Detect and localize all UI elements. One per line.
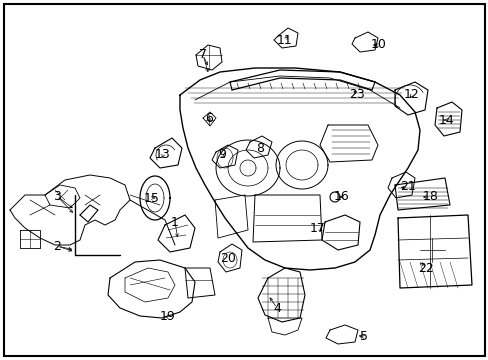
Text: 4: 4 [272, 302, 281, 315]
Text: 5: 5 [359, 330, 367, 343]
Text: 6: 6 [204, 112, 212, 125]
Text: 17: 17 [309, 221, 325, 234]
Text: 1: 1 [171, 216, 179, 229]
Text: 21: 21 [399, 180, 415, 194]
Text: 7: 7 [199, 49, 206, 62]
Text: 16: 16 [333, 190, 349, 203]
Text: 13: 13 [155, 148, 170, 162]
Text: 15: 15 [144, 192, 160, 204]
Text: 14: 14 [438, 113, 454, 126]
Text: 12: 12 [403, 89, 419, 102]
Text: 8: 8 [256, 141, 264, 154]
Text: 18: 18 [422, 190, 438, 203]
Text: 20: 20 [220, 252, 235, 265]
Text: 2: 2 [53, 239, 61, 252]
Text: 10: 10 [370, 39, 386, 51]
Text: 3: 3 [53, 189, 61, 202]
Text: 23: 23 [348, 89, 364, 102]
Text: 9: 9 [218, 148, 225, 162]
Text: 11: 11 [277, 33, 292, 46]
Text: 22: 22 [417, 261, 433, 274]
Text: 19: 19 [160, 310, 176, 324]
